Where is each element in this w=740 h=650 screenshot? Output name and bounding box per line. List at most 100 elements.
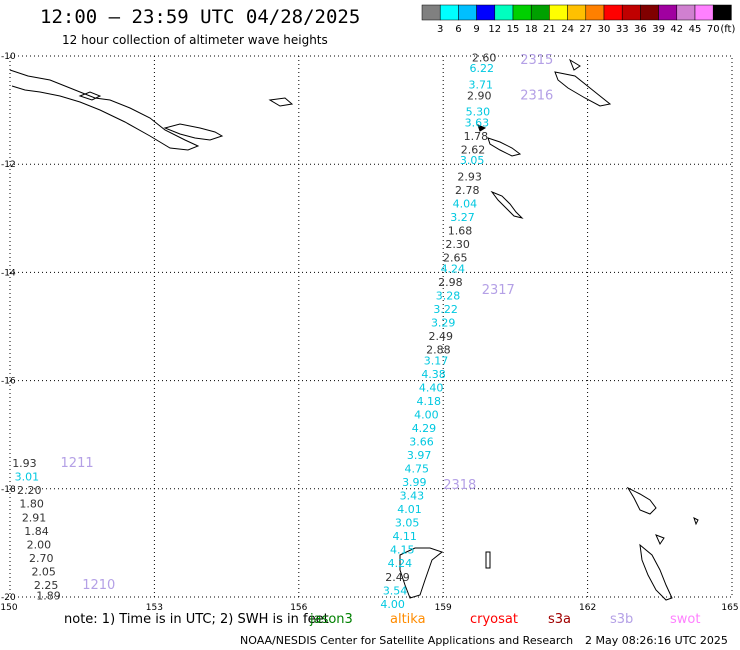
- swh-value-label: 2.00: [27, 538, 52, 551]
- swh-value-label: 4.04: [453, 197, 478, 210]
- coastline-shape: [655, 534, 665, 546]
- swh-value-label: 4.38: [421, 368, 446, 381]
- satellite-legend-item: s3a: [548, 612, 572, 627]
- swh-value-label: 4.00: [414, 408, 439, 421]
- generated-timestamp: 2 May 08:26:16 UTC 2025: [585, 634, 728, 647]
- map-frame: [9, 55, 733, 598]
- lat-tick-label: -12: [1, 160, 16, 170]
- swh-value-label: 4.75: [404, 463, 429, 476]
- swh-value-label: 1.93: [12, 457, 37, 470]
- colorbar-swatch: [549, 4, 568, 21]
- swh-value-label: 3.63: [465, 116, 490, 129]
- swh-value-label: 2.93: [457, 170, 482, 183]
- swh-value-label: 2.90: [467, 89, 492, 102]
- lon-tick-label: 165: [721, 603, 738, 613]
- colorbar-swatch: [530, 4, 550, 21]
- colorbar-swatch: [658, 4, 678, 21]
- swh-value-label: 2.65: [443, 252, 468, 265]
- colorbar-swatch: [476, 4, 496, 21]
- colorbar-label: 33: [616, 24, 629, 35]
- colorbar-label: 45: [689, 24, 702, 35]
- coastline-shape: [9, 69, 200, 151]
- colorbar-label: 24: [561, 24, 574, 35]
- map-subtitle: 12 hour collection of altimeter wave hei…: [62, 33, 328, 47]
- satellite-legend-item: cryosat: [470, 612, 518, 627]
- satellite-legend-item: jason3: [310, 612, 353, 627]
- coastline-shape: [268, 97, 294, 107]
- swh-value-label: 3.66: [409, 436, 434, 449]
- swh-value-label: 2.78: [455, 184, 480, 197]
- swh-value-label: 2.49: [429, 330, 454, 343]
- swh-value-label: 3.43: [400, 490, 425, 503]
- swh-value-label: 3.22: [433, 303, 458, 316]
- lat-tick-label: -18: [1, 485, 16, 495]
- lon-tick-label: 156: [290, 603, 307, 613]
- pass-number-label: 2317: [482, 283, 515, 298]
- swh-value-label: 3.28: [436, 289, 461, 302]
- coastline-shape: [477, 124, 487, 132]
- swh-value-label: 3.05: [460, 154, 485, 167]
- swh-value-label: 1.89: [36, 590, 61, 603]
- swh-value-label: 1.68: [448, 225, 473, 238]
- swh-value-label: 1.78: [464, 130, 489, 143]
- swh-value-label: 3.29: [431, 317, 456, 330]
- swh-value-label: 4.24: [388, 557, 413, 570]
- swh-values: 2.606.223.712.905.303.631.782.623.052.93…: [12, 51, 496, 610]
- pass-number-label: 2318: [443, 478, 476, 493]
- swh-value-label: 3.99: [402, 476, 427, 489]
- lat-tick-label: -16: [1, 377, 16, 387]
- colorbar-swatch: [640, 4, 659, 21]
- footer-note: note: 1) Time is in UTC; 2) SWH is in fe…: [64, 612, 329, 627]
- colorbar-swatch: [512, 4, 532, 21]
- swh-value-label: 2.49: [385, 571, 410, 584]
- lon-tick-label: 153: [146, 603, 163, 613]
- swh-value-label: 2.25: [34, 579, 59, 592]
- coastline-shape: [693, 517, 699, 526]
- swh-value-label: 2.60: [472, 51, 497, 64]
- lon-tick-label: 159: [435, 603, 452, 613]
- swh-value-label: 2.62: [461, 143, 486, 156]
- colorbar-label: 6: [455, 24, 461, 35]
- colorbar-label: 39: [652, 24, 665, 35]
- pass-labels: 2315 2316 2317 2318 1211 1210: [61, 53, 554, 593]
- swh-value-label: 4.11: [392, 530, 417, 543]
- colorbar-label: 36: [634, 24, 647, 35]
- colorbar-swatch: [712, 4, 732, 21]
- colorbar-unit: (ft): [720, 24, 735, 35]
- swh-value-label: 4.24: [441, 262, 466, 275]
- swh-value-label: 2.20: [17, 484, 42, 497]
- swh-value-label: 1.80: [19, 498, 44, 511]
- colorbar-label: 21: [543, 24, 556, 35]
- swh-value-label: 6.22: [469, 62, 494, 75]
- coastline-shape: [485, 551, 491, 569]
- lon-tick-label: 162: [579, 603, 596, 613]
- colorbar-swatch: [458, 4, 477, 21]
- colorbar-swatch: [585, 4, 605, 21]
- swh-value-label: 2.91: [22, 511, 47, 524]
- swh-value-label: 3.01: [15, 471, 40, 484]
- swh-value-label: 3.05: [395, 517, 420, 530]
- lat-tick-label: -10: [1, 52, 16, 62]
- colorbar-swatch: [676, 4, 696, 21]
- lon-tick-label: 150: [0, 603, 17, 613]
- coastlines: [9, 58, 699, 601]
- swh-value-label: 5.30: [466, 106, 491, 119]
- coastline-shape: [626, 486, 657, 515]
- coastline-shape: [487, 137, 522, 157]
- colorbar-swatch: [494, 4, 514, 21]
- swh-value-label: 4.40: [419, 381, 444, 394]
- colorbar-label: 9: [473, 24, 479, 35]
- satellite-legend-item: swot: [670, 612, 701, 627]
- swh-value-label: 4.00: [380, 598, 405, 611]
- swh-value-label: 2.88: [426, 344, 451, 357]
- swh-value-label: 2.30: [445, 238, 470, 251]
- swh-value-label: 2.98: [438, 276, 463, 289]
- satellite-legend-item: s3b: [610, 612, 634, 627]
- swh-value-label: 4.15: [390, 544, 415, 557]
- coastline-shape: [639, 543, 673, 601]
- pass-number-label: 1210: [82, 578, 115, 593]
- colorbar-label: 42: [670, 24, 683, 35]
- swh-value-label: 3.71: [468, 78, 493, 91]
- pass-number-label: 1211: [61, 456, 94, 471]
